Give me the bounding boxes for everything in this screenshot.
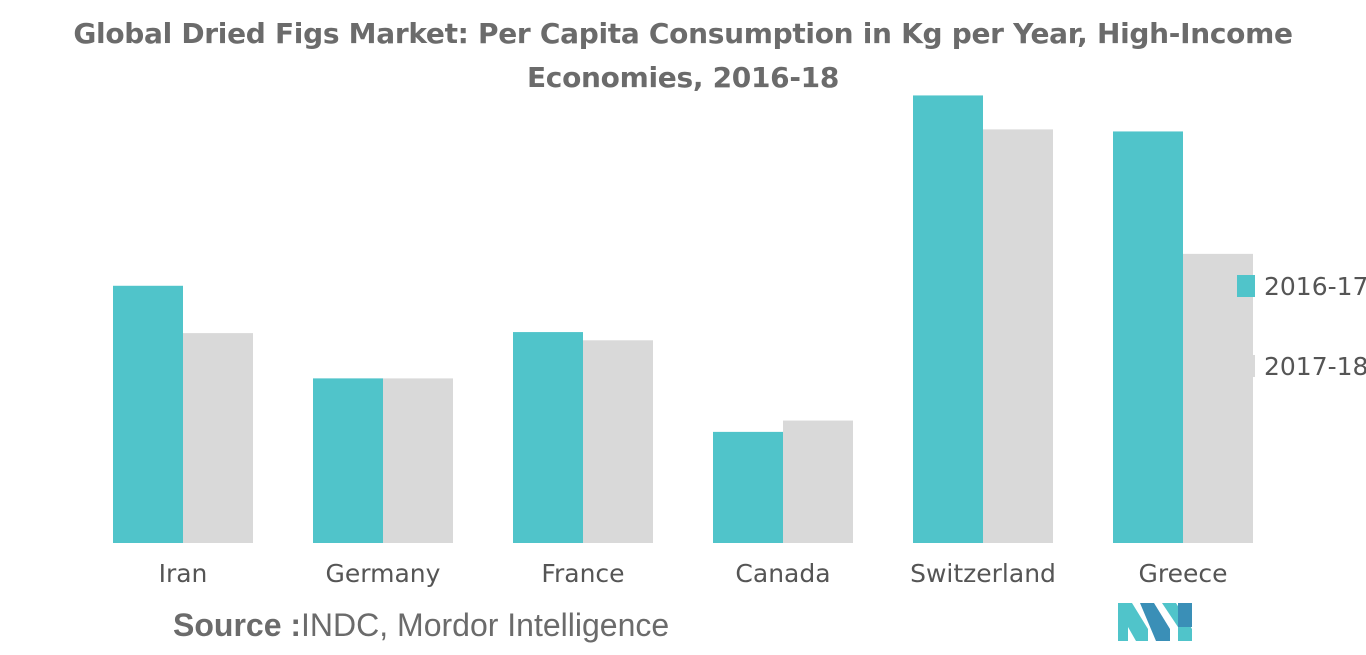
x-tick-label: Canada <box>735 559 830 588</box>
bar-iran-2016-17 <box>113 285 183 543</box>
mordor-intelligence-logo-icon <box>1118 603 1192 641</box>
bar-switzerland-2016-17 <box>913 95 983 543</box>
legend-label: 2017-18 <box>1264 352 1366 381</box>
bar-canada-2016-17 <box>713 431 783 543</box>
source-note: Source :INDC, Mordor Intelligence <box>173 607 669 644</box>
bar-france-2016-17 <box>513 332 583 543</box>
bar-iran-2017-18 <box>183 333 253 543</box>
bar-canada-2017-18 <box>783 420 853 543</box>
x-tick-label: Greece <box>1139 559 1228 588</box>
legend-swatch <box>1237 275 1255 297</box>
legend: 2016-17 2017-18 <box>1237 272 1366 381</box>
x-axis-ticks: Iran Germany France Canada Switzerland Greece <box>159 559 1228 588</box>
bar-france-2017-18 <box>583 340 653 543</box>
x-tick-label: France <box>541 559 624 588</box>
bars-group <box>113 95 1253 544</box>
source-text: INDC, Mordor Intelligence <box>301 607 670 643</box>
x-tick-label: Germany <box>326 559 441 588</box>
source-label: Source : <box>173 607 302 643</box>
bar-switzerland-2017-18 <box>983 129 1053 544</box>
x-tick-label: Switzerland <box>910 559 1056 588</box>
bar-germany-2017-18 <box>383 378 453 543</box>
bar-greece-2016-17 <box>1113 131 1183 543</box>
bar-greece-2017-18 <box>1183 253 1253 544</box>
x-tick-label: Iran <box>159 559 208 588</box>
legend-swatch <box>1237 355 1255 377</box>
legend-label: 2016-17 <box>1264 272 1366 301</box>
bar-germany-2016-17 <box>313 378 383 543</box>
chart-title: Global Dried Figs Market: Per Capita Con… <box>73 17 1293 94</box>
bar-chart: Iran Germany France Canada Switzerland Greece… <box>113 95 1366 588</box>
